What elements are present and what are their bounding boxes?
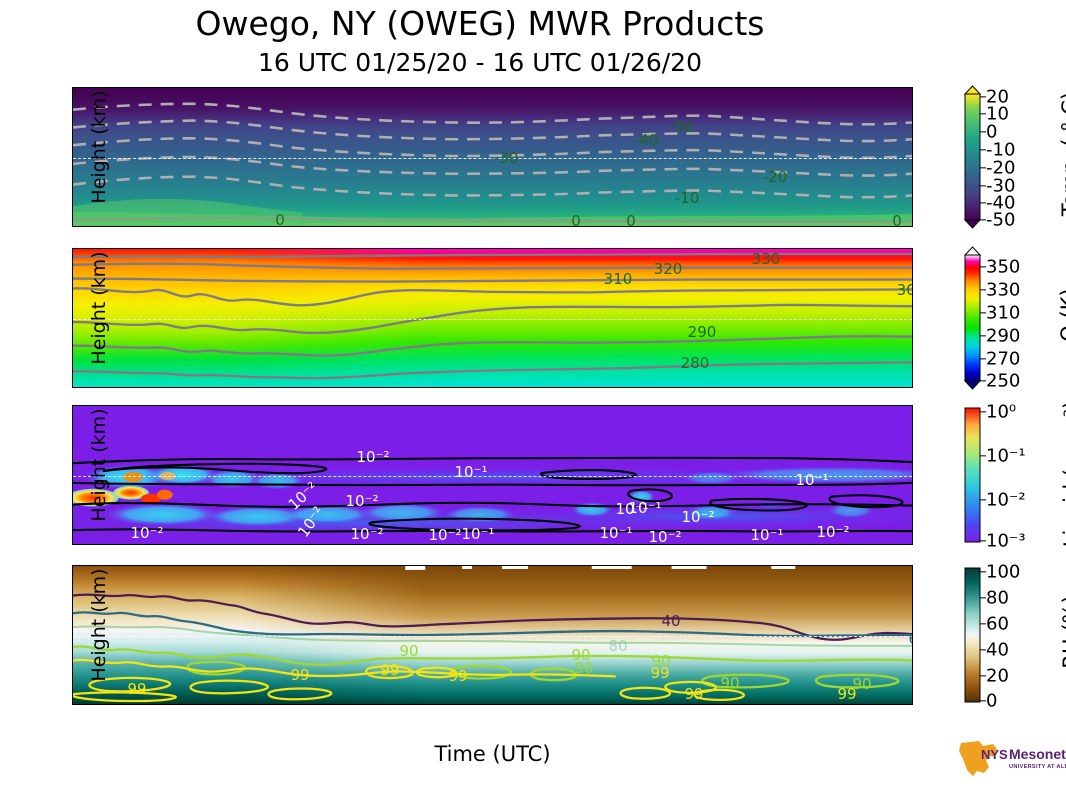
ytick-mark	[72, 405, 73, 407]
colorbar-title-theta: Θ (K)	[1057, 288, 1066, 341]
ytick-mark	[72, 475, 73, 477]
cbtick-temp-m20: -20	[986, 157, 1016, 179]
cbtick-liquid-1em2: 10⁻²	[986, 489, 1026, 511]
logo-tagline-text: UNIVERSITY AT ALBANY	[1009, 764, 1066, 770]
colorbar-title-liquid: Liquid (g m⁻³)	[1060, 400, 1066, 548]
xtick-mark	[283, 704, 285, 705]
cbtick-temp-10: 10	[986, 103, 1009, 125]
colorbar-rh: 100 80 60 40 20 0 RH (%)	[964, 561, 1066, 712]
cbtick-temp-m30: -30	[986, 175, 1016, 197]
logo-brand-text: NYS	[981, 747, 1008, 762]
ytick-mark	[72, 565, 73, 567]
cbtick-liquid-1em1: 10⁻¹	[986, 445, 1026, 467]
xaxis-label: Time (UTC)	[434, 742, 551, 766]
rh-field	[73, 566, 912, 704]
cbtick-rh-100: 100	[986, 561, 1021, 583]
colorbar-title-rh: RH (%)	[1059, 595, 1066, 669]
xtick-mark	[353, 704, 355, 705]
ytick-mark	[72, 157, 73, 159]
cbtick-temp-0: 0	[986, 121, 998, 143]
xtick-mark	[773, 704, 775, 705]
yaxis-label: Height (km)	[88, 408, 110, 522]
reference-line-5km	[73, 158, 912, 159]
yaxis-label: Height (km)	[88, 568, 110, 682]
cbtick-theta-290: 290	[986, 325, 1021, 347]
xtick-mark	[633, 704, 635, 705]
panel-relative-humidity: 40 60 80 90 90 90 90 90 90 99 99 99 99 9…	[72, 565, 913, 705]
colorbar-title-temperature: Temp. ( ° C)	[1058, 91, 1066, 217]
colorbar-temperature: 20 10 0 -10 -20 -30 -40 -50 Temp. ( ° C)	[963, 85, 1066, 231]
cbtick-rh-0: 0	[986, 690, 998, 712]
xtick-mark	[143, 704, 145, 705]
reference-line-5km	[73, 636, 912, 637]
colorbar-liquid-gradient	[964, 407, 981, 543]
ytick-mark	[72, 635, 73, 637]
xtick-mark	[213, 704, 215, 705]
reference-line-5km	[73, 476, 912, 477]
temperature-field	[73, 88, 912, 226]
theta-field	[73, 249, 912, 387]
xtick-mark	[73, 704, 75, 705]
cbtick-theta-310: 310	[986, 302, 1021, 324]
cbtick-theta-270: 270	[986, 348, 1021, 370]
xtick-mark	[843, 704, 845, 705]
cbtick-temp-m10: -10	[986, 139, 1016, 161]
liquid-field	[73, 406, 912, 544]
page-title: Owego, NY (OWEG) MWR Products	[195, 4, 765, 43]
nys-mesonet-logo: NYS Mesonet UNIVERSITY AT ALBANY	[953, 737, 1066, 783]
logo-name-text: Mesonet	[1009, 746, 1066, 762]
ytick-mark	[72, 248, 73, 250]
ytick-mark	[72, 87, 73, 89]
xtick-mark	[493, 704, 495, 705]
colorbar-rh-gradient	[964, 567, 981, 703]
xtick-mark	[563, 704, 565, 705]
colorbar-theta: 350 330 310 290 270 250 Θ (K)	[963, 246, 1066, 392]
cbtick-rh-40: 40	[986, 639, 1009, 661]
yaxis-label: Height (km)	[88, 90, 110, 204]
cbtick-theta-350: 350	[986, 256, 1021, 278]
cbtick-rh-80: 80	[986, 587, 1009, 609]
cbtick-liquid-1e0: 10⁰	[986, 401, 1017, 423]
colorbar-liquid: 10⁰ 10⁻¹ 10⁻² 10⁻³ Liquid (g m⁻³)	[964, 401, 1066, 552]
cbtick-temp-20: 20	[986, 86, 1009, 108]
cbtick-rh-60: 60	[986, 613, 1009, 635]
colorbar-theta-gradient	[963, 246, 982, 390]
panel-potential-temperature: 280 290 300 310 320 330 10 5 0 Height (k…	[72, 248, 913, 388]
cbtick-theta-250: 250	[986, 370, 1021, 392]
panel-temperature: 0 0 0 0 -10 -20 -30 -40 -50 10 5 0 Heigh…	[72, 87, 913, 227]
ny-state-shape	[959, 741, 997, 776]
cbtick-temp-m50: -50	[986, 209, 1016, 231]
colorbar-temperature-gradient	[963, 85, 982, 229]
xtick-mark	[423, 704, 425, 705]
ytick-mark	[72, 318, 73, 320]
cbtick-temp-m40: -40	[986, 192, 1016, 214]
cbtick-theta-330: 330	[986, 279, 1021, 301]
cbtick-liquid-1em3: 10⁻³	[986, 530, 1026, 552]
yaxis-label: Height (km)	[88, 251, 110, 365]
cbtick-rh-20: 20	[986, 665, 1009, 687]
reference-line-5km	[73, 319, 912, 320]
panel-liquid: 10⁻² 10⁻¹ 10⁻¹ 10⁻² 10⁻² 10⁻¹ 10⁻² 10⁻² …	[72, 405, 913, 545]
xtick-mark	[703, 704, 705, 705]
page-subtitle: 16 UTC 01/25/20 - 16 UTC 01/26/20	[257, 48, 702, 77]
